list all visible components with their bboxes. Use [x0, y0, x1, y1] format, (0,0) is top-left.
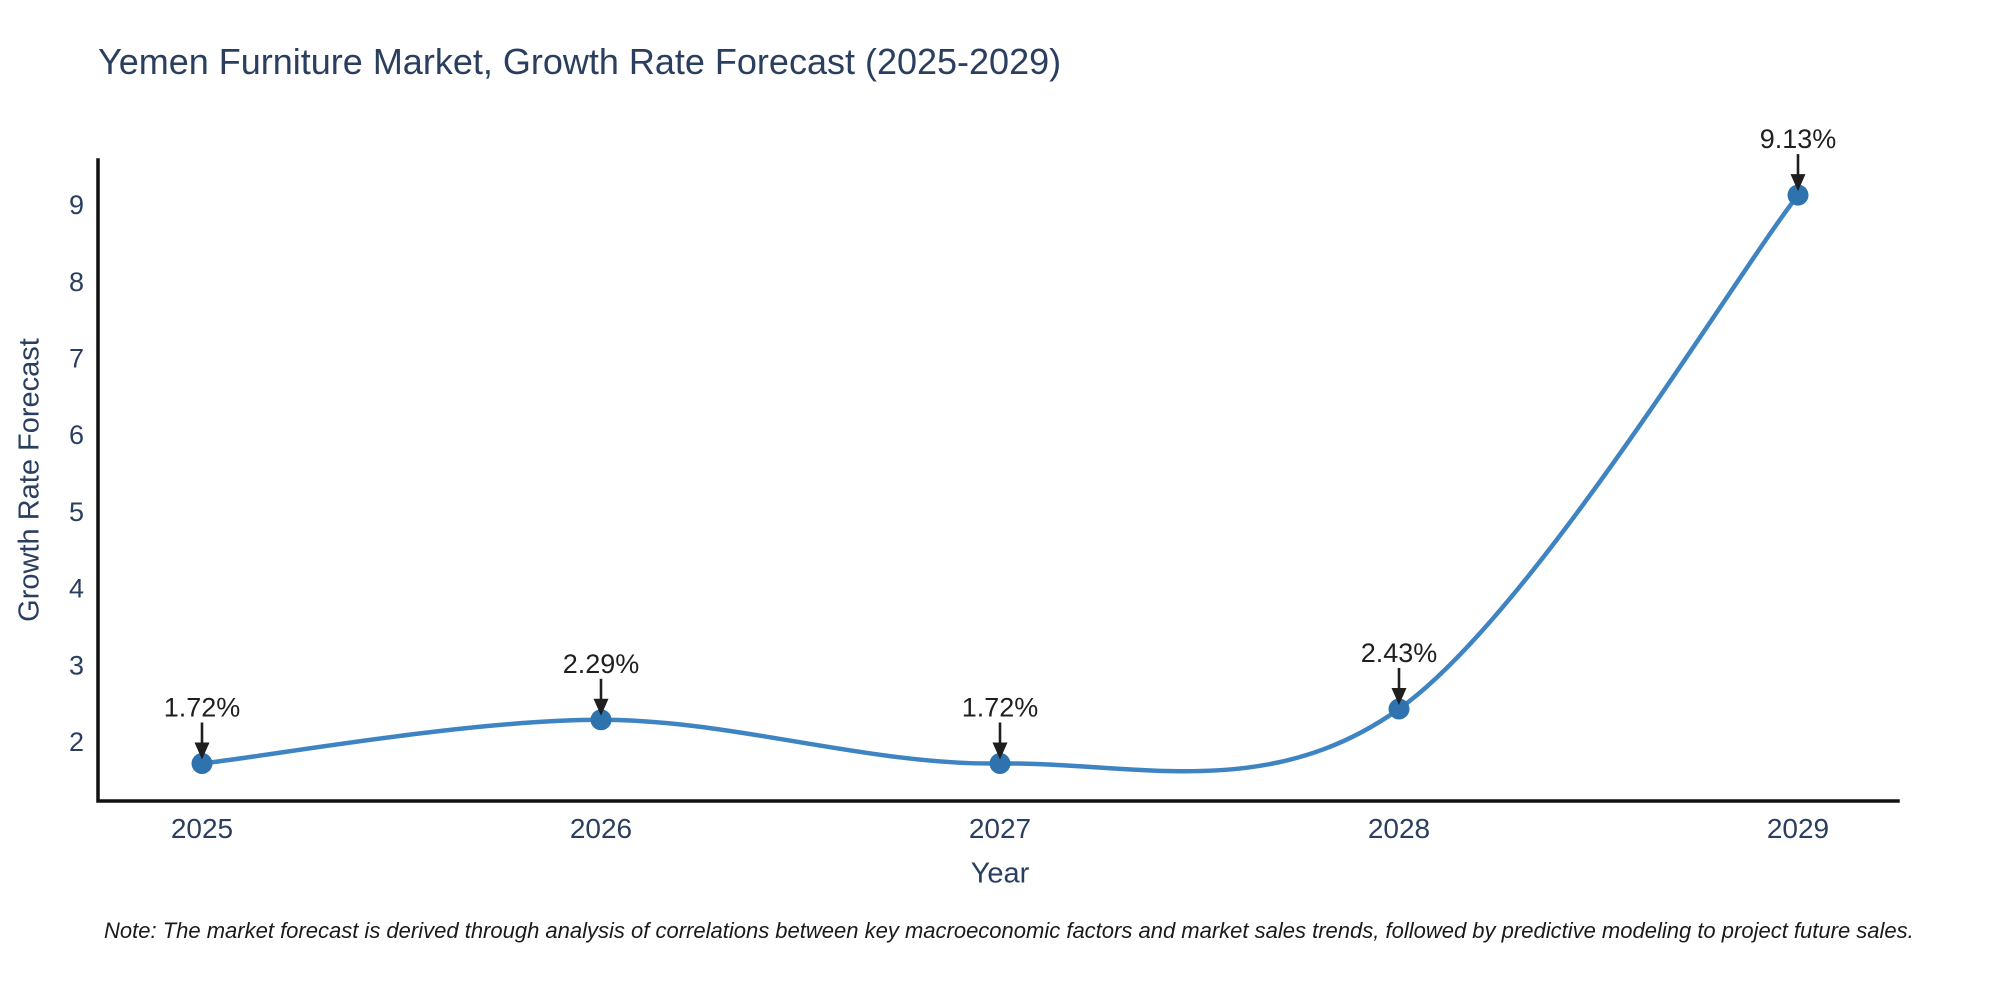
point-value-label: 2.43%	[1361, 638, 1438, 668]
x-tick-label: 2025	[171, 813, 233, 844]
x-tick-label: 2028	[1368, 813, 1430, 844]
point-annotation: 2.43%	[1361, 638, 1438, 705]
footnote: Note: The market forecast is derived thr…	[104, 918, 1914, 943]
data-point-marker	[989, 753, 1011, 774]
annotation-arrowhead-icon	[593, 698, 609, 716]
x-tick-label: 2029	[1767, 813, 1829, 844]
point-value-label: 2.29%	[563, 649, 640, 679]
point-value-label: 9.13%	[1760, 124, 1837, 154]
point-annotation: 9.13%	[1760, 124, 1837, 192]
annotation-arrowhead-icon	[194, 742, 210, 760]
y-tick-label: 7	[69, 344, 84, 374]
x-tick-label: 2026	[570, 813, 632, 844]
data-point-marker	[1388, 698, 1410, 720]
y-axis-title: Growth Rate Forecast	[13, 338, 46, 622]
data-point-marker	[590, 709, 612, 731]
point-annotation: 1.72%	[164, 693, 241, 760]
data-point-marker	[191, 753, 213, 774]
axis-lines	[96, 158, 1900, 803]
y-tick-label: 3	[69, 650, 84, 680]
y-tick-label: 2	[69, 727, 84, 757]
point-annotation: 1.72%	[962, 693, 1039, 760]
y-tick-label: 6	[69, 420, 84, 450]
y-tick-label: 8	[69, 267, 84, 297]
point-value-label: 1.72%	[164, 693, 241, 723]
chart-title: Yemen Furniture Market, Growth Rate Fore…	[98, 41, 1062, 82]
point-annotation: 2.29%	[563, 649, 640, 716]
y-tick-label: 5	[69, 497, 84, 527]
y-tick-label: 4	[69, 574, 84, 604]
y-tick-label: 9	[69, 190, 84, 220]
data-point-marker	[1787, 184, 1809, 206]
annotation-arrowhead-icon	[1790, 174, 1806, 192]
x-tick-label: 2027	[969, 813, 1031, 844]
point-value-label: 1.72%	[962, 693, 1039, 723]
x-axis-title: Year	[970, 857, 1030, 890]
annotation-arrowhead-icon	[992, 742, 1008, 760]
annotation-arrowhead-icon	[1391, 688, 1407, 705]
forecast-line	[199, 192, 1801, 774]
